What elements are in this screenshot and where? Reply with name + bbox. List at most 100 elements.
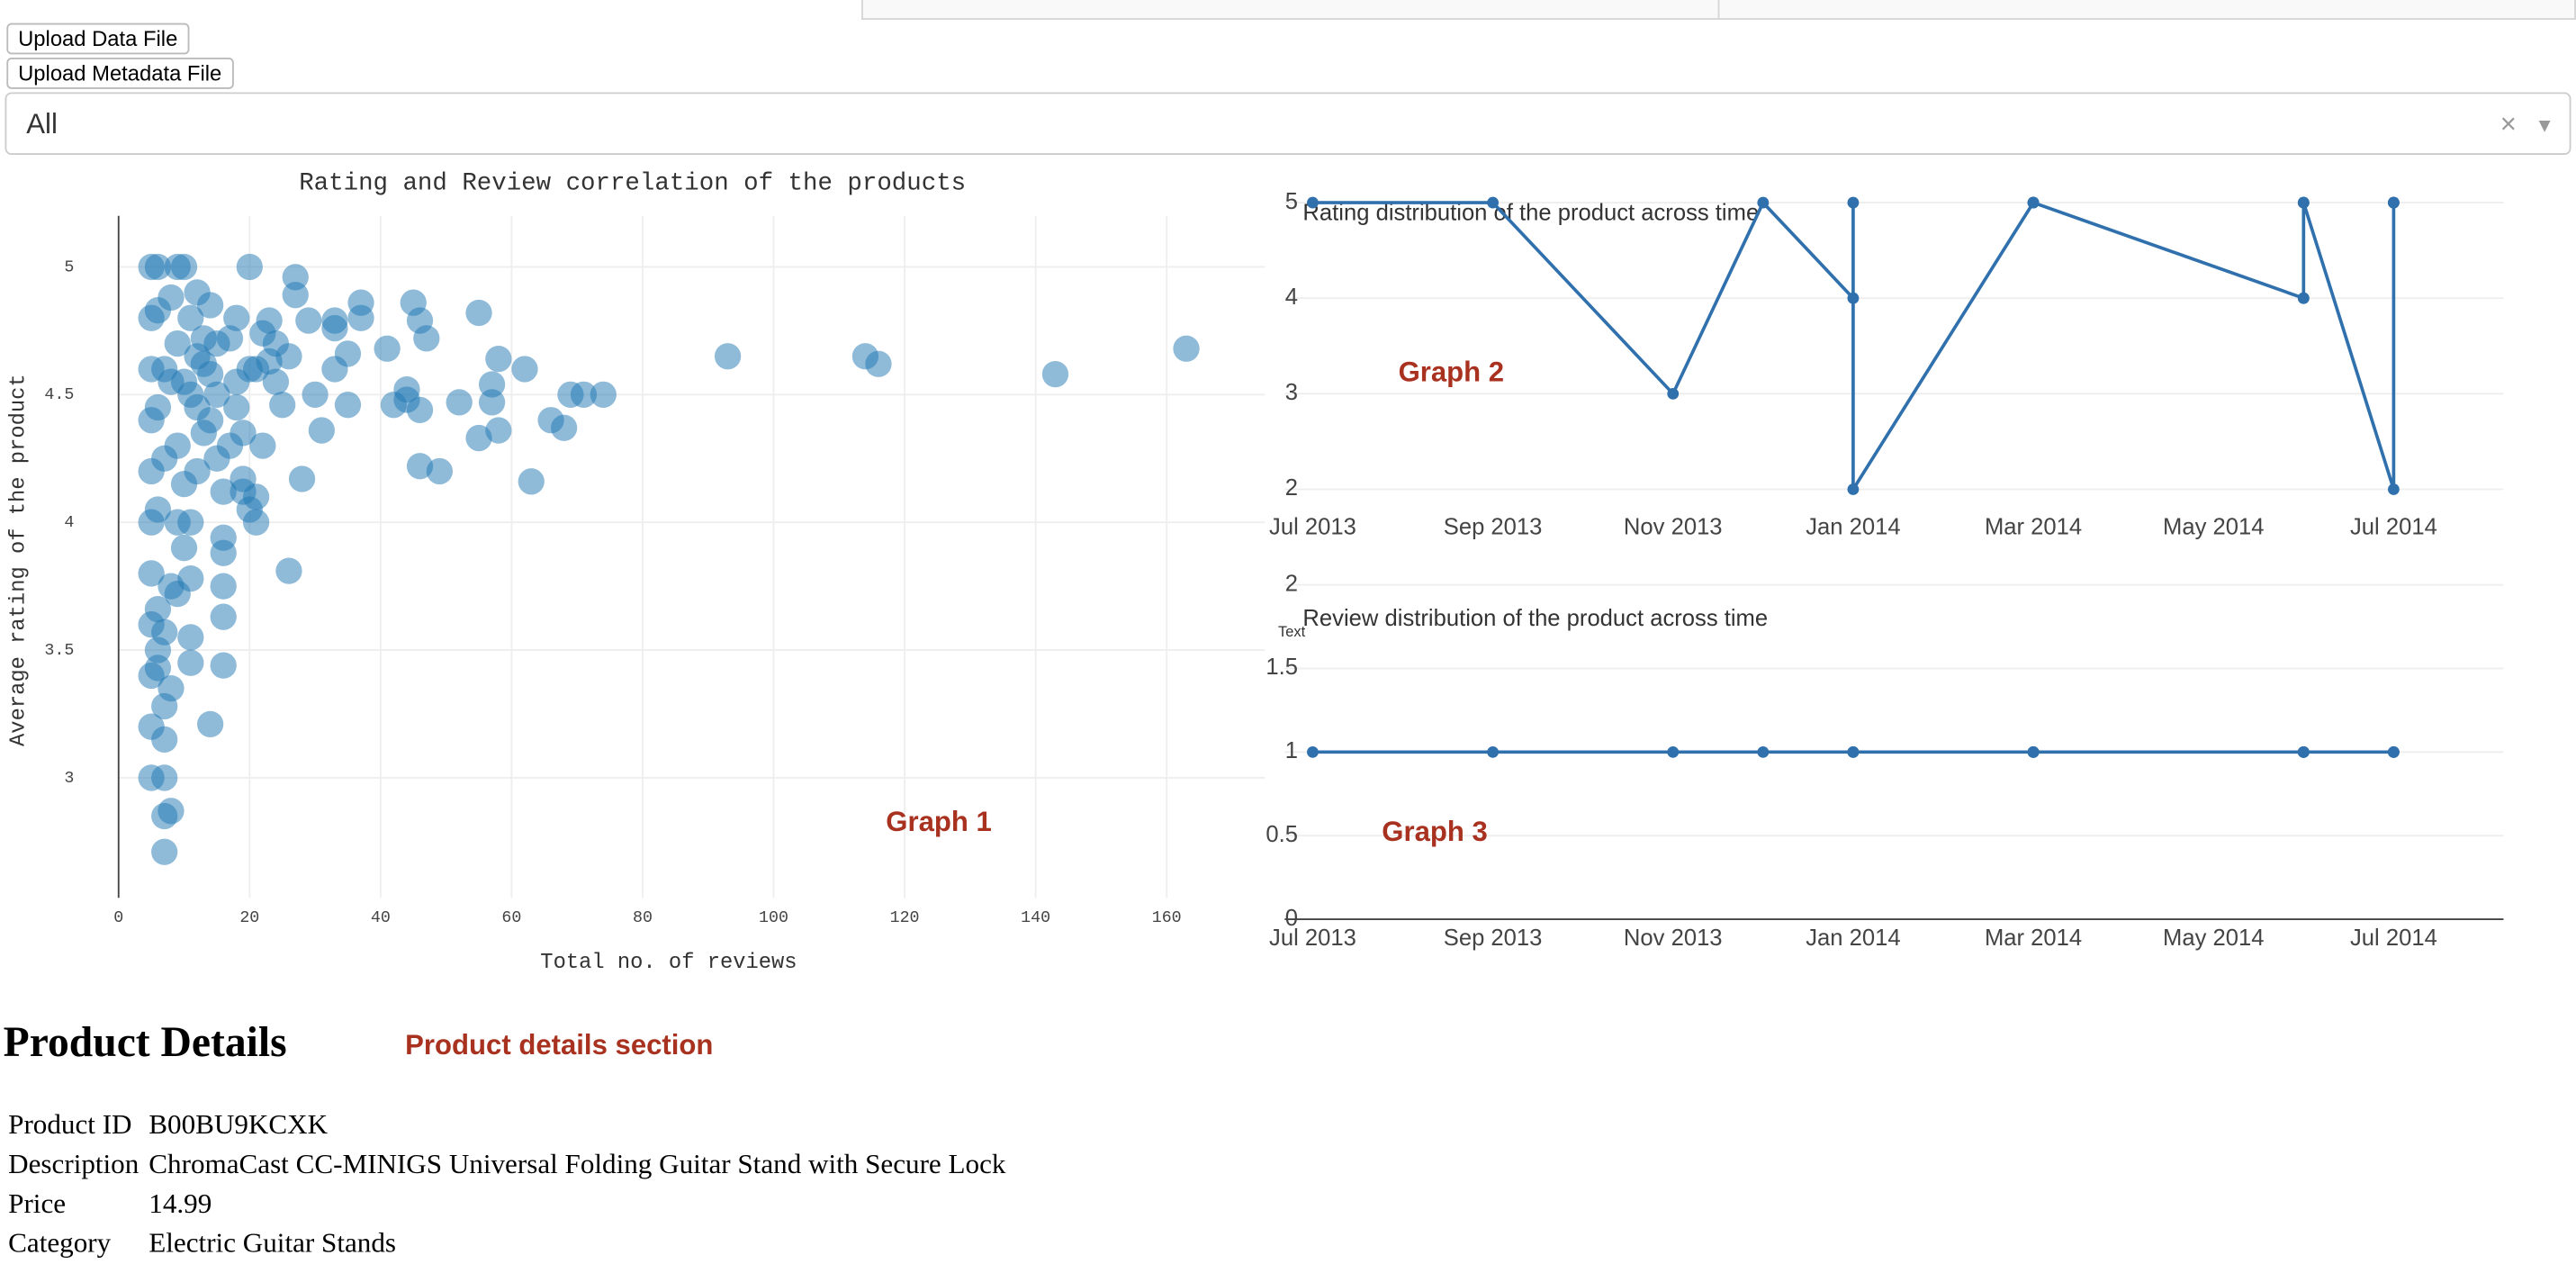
point xyxy=(485,345,512,373)
point xyxy=(184,279,211,306)
upload-metadata-button[interactable]: Upload Metadata File xyxy=(6,58,234,89)
point xyxy=(177,304,204,331)
y-tick-label: 2 xyxy=(1285,571,1298,596)
point xyxy=(210,603,237,630)
point xyxy=(177,649,204,676)
point xyxy=(197,360,224,388)
point xyxy=(2027,745,2040,758)
x-tick-label: 120 xyxy=(890,909,920,927)
point xyxy=(308,417,336,444)
x-tick-label: 60 xyxy=(501,909,521,927)
y-tick-label: 3.5 xyxy=(44,642,74,660)
x-tick-label: Nov 2013 xyxy=(1624,514,1723,539)
point xyxy=(203,381,230,408)
point xyxy=(138,611,165,638)
x-tick-label: Jul 2013 xyxy=(1269,925,1356,951)
point xyxy=(851,343,879,370)
point xyxy=(1757,745,1770,758)
point xyxy=(1173,335,1200,362)
x-tick-label: Nov 2013 xyxy=(1624,925,1723,951)
point xyxy=(347,289,374,316)
detail-key: Category xyxy=(8,1227,112,1259)
tab[interactable] xyxy=(1717,0,2576,20)
y-tick-label: 0.5 xyxy=(1265,822,1298,847)
x-tick-label: Jul 2014 xyxy=(2350,514,2437,539)
point xyxy=(282,264,309,291)
point xyxy=(295,307,322,334)
chart-title: Rating distribution of the product acros… xyxy=(1302,201,1759,226)
y-tick-label: 5 xyxy=(1285,189,1298,214)
point xyxy=(138,560,165,587)
point xyxy=(170,471,198,498)
point xyxy=(151,802,178,830)
point xyxy=(321,307,348,334)
point xyxy=(210,478,237,505)
point xyxy=(269,392,296,419)
point xyxy=(1667,745,1680,758)
point xyxy=(138,713,165,740)
point xyxy=(511,356,538,383)
point xyxy=(1667,387,1680,400)
chart-title: Review distribution of the product acros… xyxy=(1302,606,1768,631)
details-row: Price 14.99 xyxy=(4,1185,1011,1224)
x-tick-label: 80 xyxy=(633,909,653,927)
point xyxy=(138,356,165,383)
point xyxy=(380,392,408,419)
y-tick-label: 1 xyxy=(1285,738,1298,763)
x-tick-label: 100 xyxy=(759,909,788,927)
point xyxy=(2297,292,2310,304)
x-tick-label: 20 xyxy=(239,909,259,927)
point xyxy=(223,304,250,331)
point xyxy=(334,392,362,419)
arrow-icon[interactable]: ▼ xyxy=(2535,113,2554,137)
point xyxy=(1307,196,1319,209)
point xyxy=(262,330,290,357)
x-tick-label: Jul 2013 xyxy=(1269,514,1356,539)
y-tick-label: 0 xyxy=(1285,906,1298,931)
upload-data-button[interactable]: Upload Data File xyxy=(6,23,190,55)
details-row: Category Electric Guitar Stands xyxy=(4,1224,1011,1264)
y-axis-label: Text xyxy=(1278,624,1306,640)
point xyxy=(1757,196,1770,209)
point xyxy=(170,253,198,281)
point xyxy=(164,581,191,608)
x-tick-label: 140 xyxy=(1021,909,1050,927)
point xyxy=(1847,196,1860,209)
x-tick-label: Jan 2014 xyxy=(1806,925,1900,951)
point xyxy=(249,432,276,459)
detail-key: Price xyxy=(8,1187,67,1220)
dropdown-value: All xyxy=(26,108,58,140)
point xyxy=(138,407,165,434)
y-tick-label: 4 xyxy=(1285,284,1298,310)
point xyxy=(2297,196,2310,209)
point xyxy=(2027,196,2040,209)
annotation: Product details section xyxy=(405,1029,714,1061)
detail-value: Electric Guitar Stands xyxy=(149,1227,397,1259)
point xyxy=(374,335,401,362)
point xyxy=(230,478,257,505)
annotation: Graph 1 xyxy=(886,806,991,837)
point xyxy=(465,299,492,327)
point xyxy=(210,524,237,551)
point xyxy=(144,297,172,324)
point xyxy=(2388,483,2400,495)
x-tick-label: Mar 2014 xyxy=(1985,514,2082,539)
point xyxy=(2388,196,2400,209)
point xyxy=(465,424,492,452)
point xyxy=(190,420,218,447)
point xyxy=(2297,745,2310,758)
y-tick-label: 3 xyxy=(64,770,74,788)
x-tick-label: 160 xyxy=(1152,909,1182,927)
line xyxy=(1312,199,2396,495)
annotation: Graph 3 xyxy=(1382,816,1487,847)
point xyxy=(138,253,165,281)
point xyxy=(537,407,564,434)
clear-icon[interactable]: × xyxy=(2499,108,2517,140)
x-tick-label: May 2014 xyxy=(2163,925,2264,951)
product-dropdown[interactable]: All × ▼ xyxy=(5,92,2571,156)
point xyxy=(1487,196,1499,209)
point xyxy=(151,838,178,865)
chart-title: Rating and Review correlation of the pro… xyxy=(299,169,966,197)
